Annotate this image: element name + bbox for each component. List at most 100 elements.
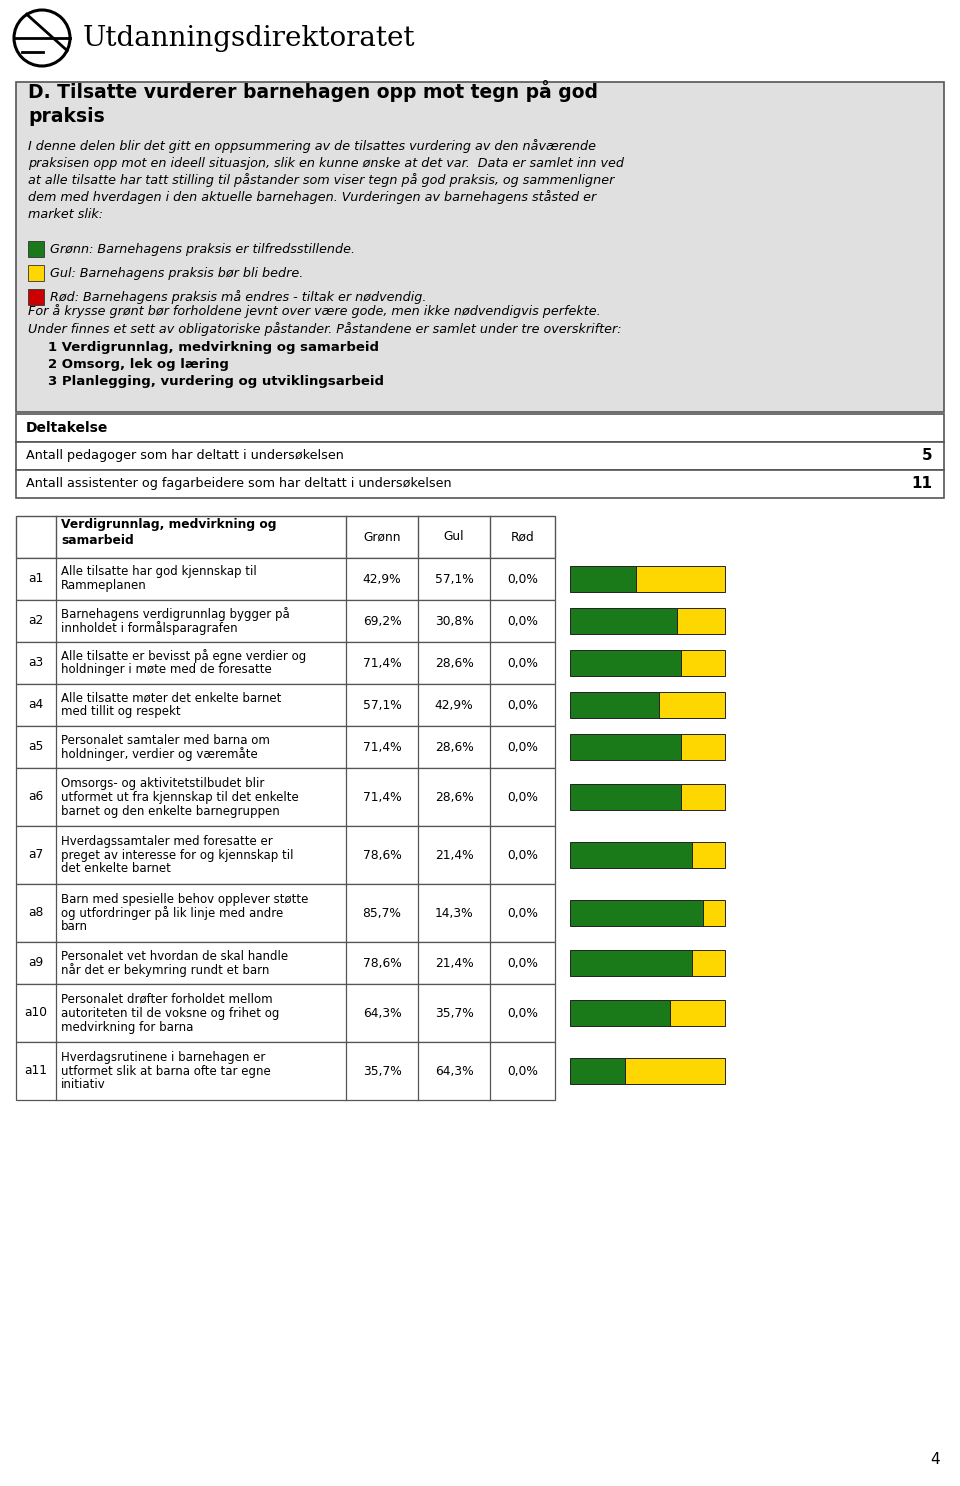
Text: samarbeid: samarbeid [61, 533, 133, 547]
Text: det enkelte barnet: det enkelte barnet [61, 862, 171, 875]
Text: Alle tilsatte er bevisst på egne verdier og: Alle tilsatte er bevisst på egne verdier… [61, 649, 306, 663]
Bar [659, 692, 725, 718]
Text: 14,3%: 14,3% [435, 906, 473, 920]
Bar [570, 1000, 670, 1025]
Text: Hverdagssamtaler med foresatte er: Hverdagssamtaler med foresatte er [61, 835, 273, 847]
Text: a2: a2 [29, 615, 43, 627]
Text: 0,0%: 0,0% [507, 906, 538, 920]
Text: a6: a6 [29, 791, 43, 804]
Text: 0,0%: 0,0% [507, 1064, 538, 1077]
Text: når det er bekymring rundt et barn: når det er bekymring rundt et barn [61, 963, 270, 976]
Text: Gul: Barnehagens praksis bør bli bedre.: Gul: Barnehagens praksis bør bli bedre. [50, 266, 303, 279]
Text: 2 Omsorg, lek og læring: 2 Omsorg, lek og læring [48, 358, 228, 372]
Text: Grønn: Grønn [363, 531, 400, 544]
Text: initiativ: initiativ [61, 1079, 106, 1092]
Text: dem med hverdagen i den aktuelle barnehagen. Vurderingen av barnehagens ståsted : dem med hverdagen i den aktuelle barneha… [28, 190, 596, 204]
Text: 5: 5 [922, 449, 932, 464]
Text: 28,6%: 28,6% [435, 791, 473, 804]
Text: 0,0%: 0,0% [507, 791, 538, 804]
Bar [16, 642, 555, 684]
Bar [681, 649, 725, 676]
Text: med tillit og respekt: med tillit og respekt [61, 706, 180, 719]
Text: For å krysse grønt bør forholdene jevnt over være gode, men ikke nødvendigvis pe: For å krysse grønt bør forholdene jevnt … [28, 305, 601, 318]
Text: praksisen opp mot en ideell situasjon, slik en kunne ønske at det var.  Data er : praksisen opp mot en ideell situasjon, s… [28, 158, 624, 169]
Text: Grønn: Barnehagens praksis er tilfredsstillende.: Grønn: Barnehagens praksis er tilfredsst… [50, 242, 355, 256]
Text: Personalet vet hvordan de skal handle: Personalet vet hvordan de skal handle [61, 950, 288, 963]
Text: 0,0%: 0,0% [507, 657, 538, 670]
Bar [636, 566, 725, 591]
Text: 42,9%: 42,9% [363, 572, 401, 585]
Text: 0,0%: 0,0% [507, 740, 538, 753]
Text: a1: a1 [29, 572, 43, 585]
Bar [16, 942, 555, 984]
Text: market slik:: market slik: [28, 208, 103, 221]
Text: at alle tilsatte har tatt stilling til påstander som viser tegn på god praksis, : at alle tilsatte har tatt stilling til p… [28, 172, 614, 187]
Text: 0,0%: 0,0% [507, 849, 538, 862]
Text: holdninger, verdier og væremåte: holdninger, verdier og væremåte [61, 747, 257, 761]
Text: a5: a5 [28, 740, 44, 753]
Text: 85,7%: 85,7% [363, 906, 401, 920]
Text: Verdigrunnlag, medvirkning og: Verdigrunnlag, medvirkning og [61, 519, 276, 531]
Bar [16, 984, 555, 1042]
Bar [692, 950, 725, 976]
Text: Omsorgs- og aktivitetstilbudet blir: Omsorgs- og aktivitetstilbudet blir [61, 777, 264, 789]
Bar [570, 649, 681, 676]
Text: 57,1%: 57,1% [435, 572, 473, 585]
Bar [16, 600, 555, 642]
Bar [16, 559, 555, 600]
Text: 0,0%: 0,0% [507, 615, 538, 627]
Text: Rød: Barnehagens praksis må endres - tiltak er nødvendig.: Rød: Barnehagens praksis må endres - til… [50, 290, 426, 305]
Text: 71,4%: 71,4% [363, 740, 401, 753]
Text: 1 Verdigrunnlag, medvirkning og samarbeid: 1 Verdigrunnlag, medvirkning og samarbei… [48, 340, 379, 354]
Text: praksis: praksis [28, 107, 105, 126]
Text: 69,2%: 69,2% [363, 615, 401, 627]
Text: 21,4%: 21,4% [435, 849, 473, 862]
Text: 35,7%: 35,7% [363, 1064, 401, 1077]
Text: Hverdagsrutinene i barnehagen er: Hverdagsrutinene i barnehagen er [61, 1051, 265, 1064]
Text: barnet og den enkelte barnegruppen: barnet og den enkelte barnegruppen [61, 804, 279, 817]
Bar [625, 1058, 725, 1083]
Text: og utfordringer på lik linje med andre: og utfordringer på lik linje med andre [61, 906, 283, 920]
Text: innholdet i formålsparagrafen: innholdet i formålsparagrafen [61, 621, 238, 635]
Text: 11: 11 [911, 477, 932, 492]
Bar [681, 785, 725, 810]
Text: a10: a10 [25, 1006, 47, 1019]
Bar [16, 441, 944, 470]
Bar [570, 734, 681, 759]
Text: Rød: Rød [511, 531, 535, 544]
Text: autoriteten til de voksne og frihet og: autoriteten til de voksne og frihet og [61, 1006, 279, 1019]
Bar [28, 265, 44, 281]
Text: Alle tilsatte har god kjennskap til: Alle tilsatte har god kjennskap til [61, 566, 256, 578]
Text: 28,6%: 28,6% [435, 740, 473, 753]
Text: Gul: Gul [444, 531, 465, 544]
Text: Personalet drøfter forholdet mellom: Personalet drøfter forholdet mellom [61, 993, 273, 1006]
Text: medvirkning for barna: medvirkning for barna [61, 1021, 193, 1033]
Text: 4: 4 [930, 1452, 940, 1468]
Bar [681, 734, 725, 759]
Bar [16, 768, 555, 826]
Text: Barn med spesielle behov opplever støtte: Barn med spesielle behov opplever støtte [61, 893, 308, 905]
Text: Alle tilsatte møter det enkelte barnet: Alle tilsatte møter det enkelte barnet [61, 691, 281, 704]
Bar [28, 288, 44, 305]
Text: Deltakelse: Deltakelse [26, 421, 108, 435]
Bar [670, 1000, 725, 1025]
Bar [570, 692, 659, 718]
Bar [16, 1042, 555, 1100]
Text: Barnehagens verdigrunnlag bygger på: Barnehagens verdigrunnlag bygger på [61, 606, 290, 621]
Text: a7: a7 [29, 849, 43, 862]
Text: a4: a4 [29, 698, 43, 712]
Text: 0,0%: 0,0% [507, 1006, 538, 1019]
Text: 30,8%: 30,8% [435, 615, 473, 627]
Text: 21,4%: 21,4% [435, 957, 473, 969]
Bar [16, 826, 555, 884]
Text: Under finnes et sett av obligatoriske påstander. Påstandene er samlet under tre : Under finnes et sett av obligatoriske på… [28, 322, 621, 336]
Text: Antall assistenter og fagarbeidere som har deltatt i undersøkelsen: Antall assistenter og fagarbeidere som h… [26, 477, 451, 490]
Bar [570, 785, 681, 810]
Bar [677, 608, 725, 635]
Text: barn: barn [61, 920, 88, 933]
Text: 64,3%: 64,3% [363, 1006, 401, 1019]
Text: holdninger i møte med de foresatte: holdninger i møte med de foresatte [61, 664, 272, 676]
Text: Rammeplanen: Rammeplanen [61, 580, 147, 593]
Text: 71,4%: 71,4% [363, 657, 401, 670]
Text: a3: a3 [29, 657, 43, 670]
